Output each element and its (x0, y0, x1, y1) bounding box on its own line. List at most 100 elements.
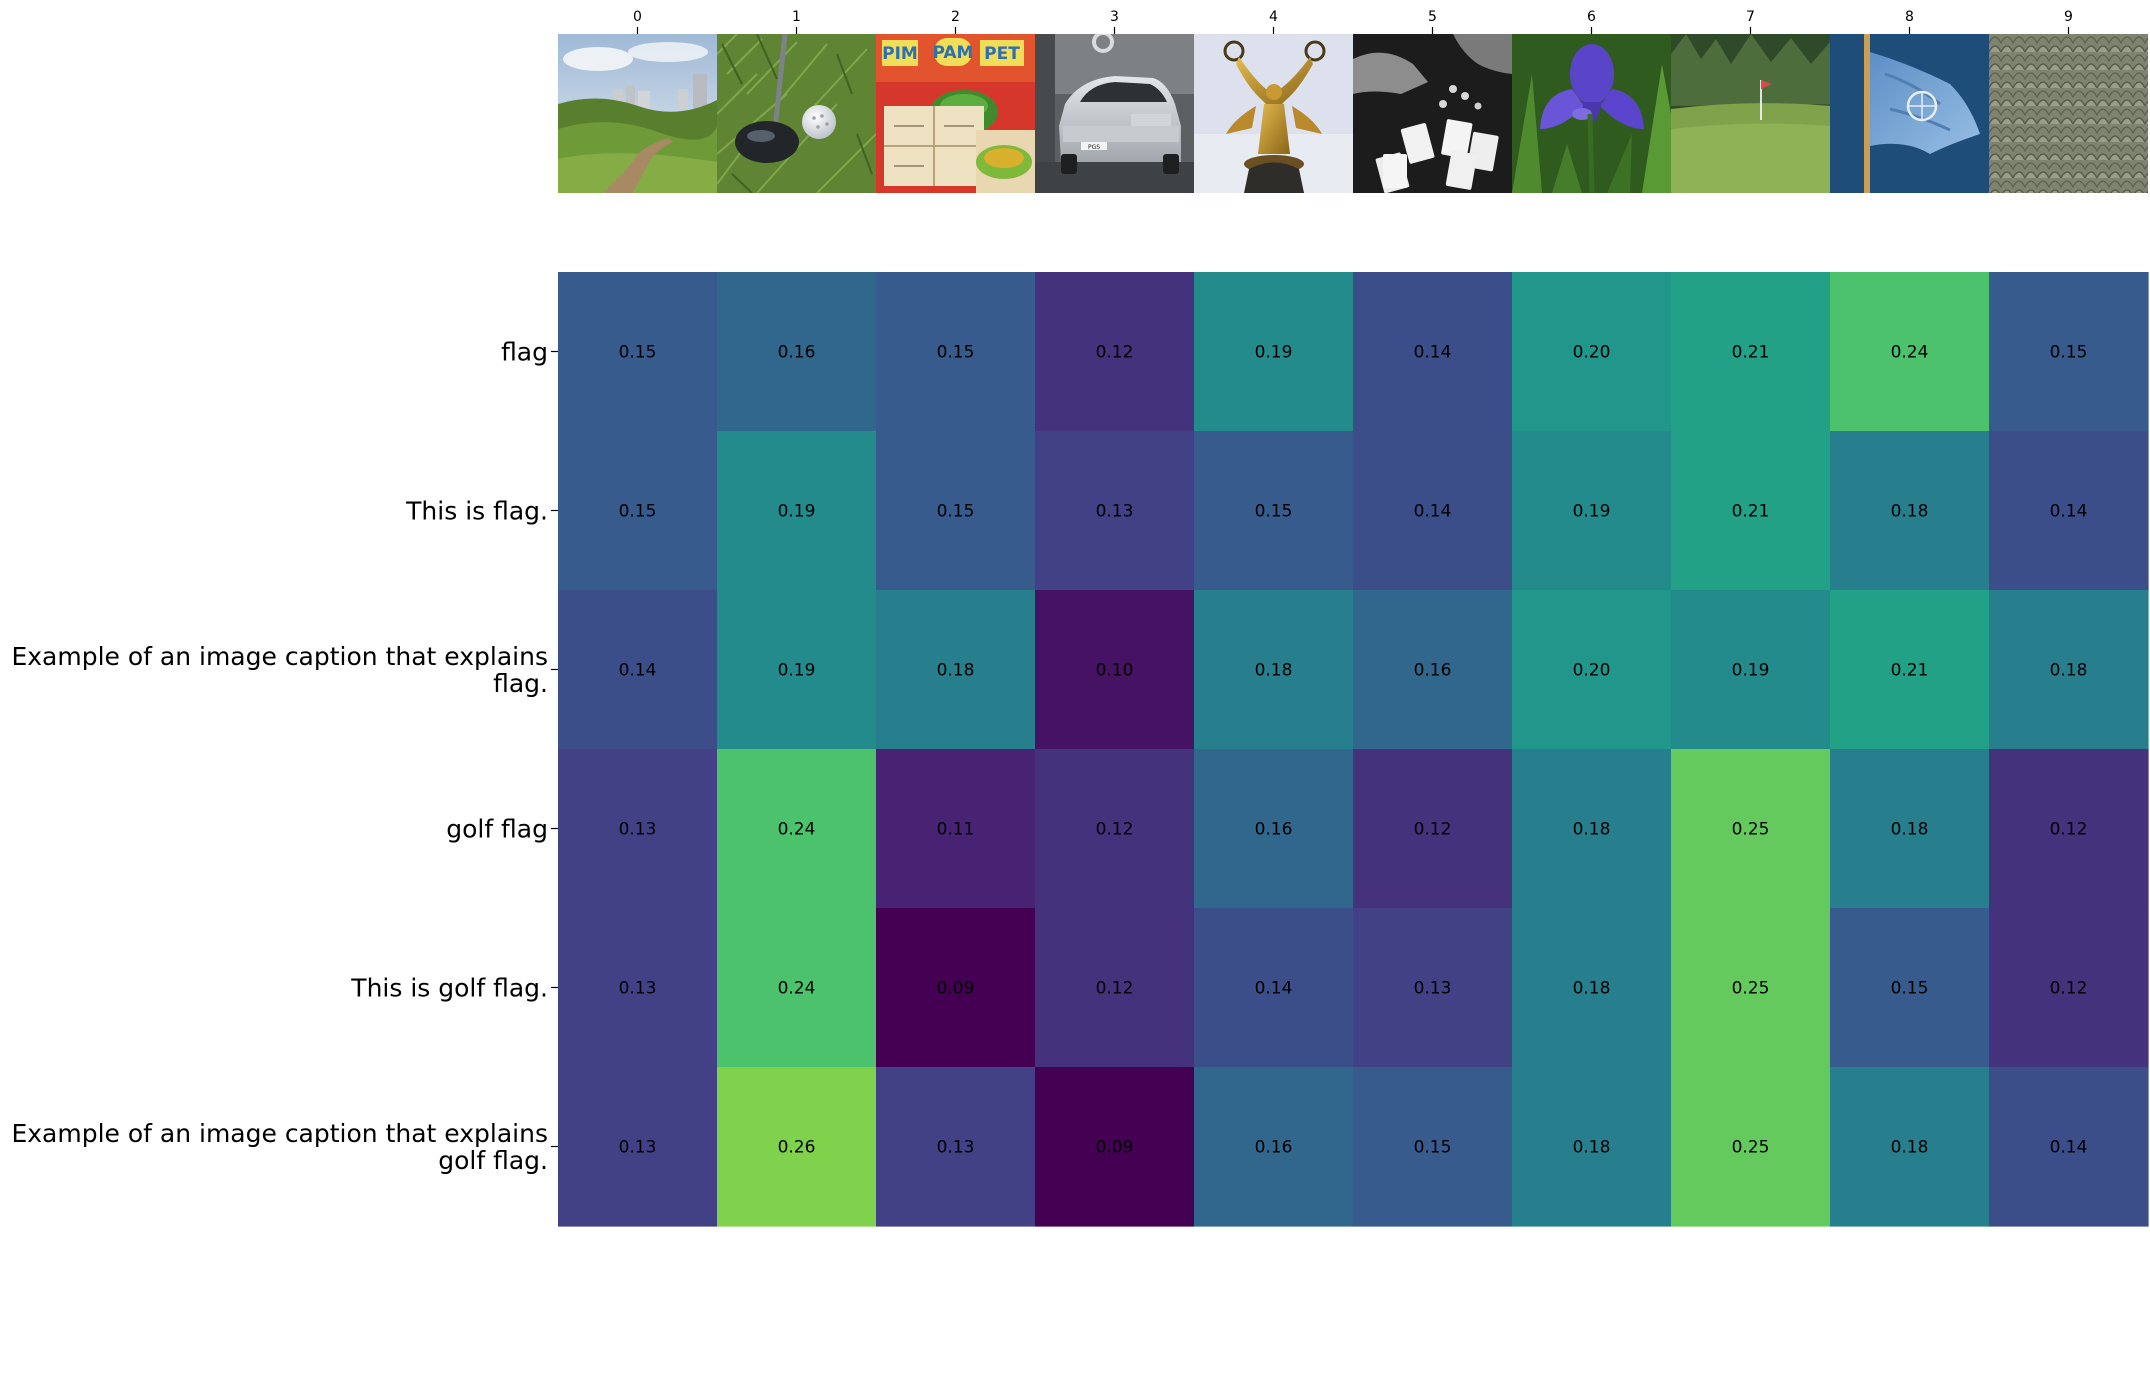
cell-value-label: 0.12 (1096, 343, 1134, 363)
cell-value-label: 0.12 (2050, 979, 2088, 999)
heatmap-cell-r5-c8 (1830, 1067, 1990, 1227)
cell-value-label: 0.25 (1732, 1138, 1770, 1158)
heatmap-cell-r5-c7 (1671, 1067, 1831, 1227)
heatmap-cell-r5-c0 (558, 1067, 718, 1227)
x-axis-ticks: 0 1 2 3 4 5 6 7 8 9 (633, 9, 2073, 34)
x-tick-label: 3 (1110, 9, 1119, 25)
heatmap-cell-r0-c9 (1989, 272, 2149, 432)
heatmap-cell-r0-c0 (558, 272, 718, 432)
heatmap-cell-r2-c9 (1989, 590, 2149, 750)
heatmap-cell-r0-c3 (1035, 272, 1195, 432)
x-tick-label: 8 (1905, 9, 1914, 25)
cell-value-label: 0.12 (1414, 820, 1452, 840)
row-label: flag (501, 338, 548, 367)
heatmap-cell-r0-c2 (876, 272, 1036, 432)
cell-value-label: 0.10 (1096, 661, 1134, 681)
cell-value-label: 0.14 (619, 661, 657, 681)
heatmap-cell-r1-c3 (1035, 431, 1195, 591)
heatmap-cell-r4-c9 (1989, 908, 2149, 1068)
cell-value-label: 0.18 (2050, 661, 2088, 681)
x-tick-label: 9 (2064, 9, 2073, 25)
cell-value-label: 0.13 (619, 820, 657, 840)
cell-value-label: 0.14 (1255, 979, 1293, 999)
cell-value-label: 0.12 (2050, 820, 2088, 840)
heatmap-cell-r1-c4 (1194, 431, 1354, 591)
x-tick-label: 1 (792, 9, 801, 25)
row-label: Example of an image caption that explain… (11, 642, 548, 671)
heatmap-cell-r3-c7 (1671, 749, 1831, 909)
cell-value-label: 0.15 (1255, 502, 1293, 522)
y-axis-labels: flag This is flag. Example of an image cap… (11, 338, 558, 1175)
heatmap-cell-r0-c5 (1353, 272, 1513, 432)
heatmap-cells (558, 272, 2149, 1227)
heatmap-cell-r4-c3 (1035, 908, 1195, 1068)
svg-text:PIM: PIM (882, 44, 918, 64)
cell-value-label: 0.18 (1573, 979, 1611, 999)
row-label: flag. (493, 669, 548, 698)
cell-value-label: 0.19 (778, 661, 816, 681)
cell-value-label: 0.21 (1732, 343, 1770, 363)
thumbnail-image-6 (1512, 34, 1671, 193)
cell-value-label: 0.18 (1255, 661, 1293, 681)
heatmap-cell-r2-c3 (1035, 590, 1195, 750)
cell-value-label: 0.21 (1891, 661, 1929, 681)
cell-value-label: 0.21 (1732, 502, 1770, 522)
cell-value-label: 0.15 (619, 343, 657, 363)
cell-value-label: 0.25 (1732, 979, 1770, 999)
cell-value-label: 0.18 (1891, 1138, 1929, 1158)
heatmap-cell-r1-c9 (1989, 431, 2149, 591)
cell-value-label: 0.25 (1732, 820, 1770, 840)
heatmap-cell-r0-c7 (1671, 272, 1831, 432)
cell-value-label: 0.16 (778, 343, 816, 363)
cell-value-label: 0.18 (1573, 820, 1611, 840)
heatmap-cell-r5-c6 (1512, 1067, 1672, 1227)
cell-value-label: 0.15 (937, 502, 975, 522)
cell-value-label: 0.18 (1891, 820, 1929, 840)
thumbnail-image-7 (1671, 34, 1830, 193)
heatmap-cell-r5-c5 (1353, 1067, 1513, 1227)
cell-value-label: 0.18 (937, 661, 975, 681)
cell-value-label: 0.15 (1891, 979, 1929, 999)
cell-value-label: 0.19 (1732, 661, 1770, 681)
cell-value-label: 0.14 (2050, 1138, 2088, 1158)
row-label: Example of an image caption that explain… (11, 1119, 548, 1148)
row-label: This is flag. (405, 497, 548, 526)
heatmap-cell-r3-c3 (1035, 749, 1195, 909)
cell-value-label: 0.15 (937, 343, 975, 363)
heatmap-cell-r4-c2 (876, 908, 1036, 1068)
cell-value-label: 0.24 (1891, 343, 1929, 363)
x-tick-label: 6 (1587, 9, 1596, 25)
heatmap-cell-r2-c4 (1194, 590, 1354, 750)
heatmap-cell-r3-c4 (1194, 749, 1354, 909)
heatmap-cell-r2-c5 (1353, 590, 1513, 750)
svg-text:PGS: PGS (1088, 144, 1100, 151)
cell-value-label: 0.19 (1573, 502, 1611, 522)
cell-value-label: 0.16 (1255, 1138, 1293, 1158)
thumbnail-image-2: PIM PAM PET (876, 34, 1035, 193)
svg-text:PAM: PAM (933, 43, 974, 63)
heatmap-cell-r1-c5 (1353, 431, 1513, 591)
heatmap-cell-r0-c6 (1512, 272, 1672, 432)
cell-value-label: 0.11 (937, 820, 975, 840)
heatmap-cell-r0-c1 (717, 272, 877, 432)
heatmap-cell-r4-c0 (558, 908, 718, 1068)
heatmap-cell-r2-c6 (1512, 590, 1672, 750)
cell-value-label: 0.16 (1414, 661, 1452, 681)
heatmap-cell-r3-c2 (876, 749, 1036, 909)
cell-value-label: 0.12 (1096, 979, 1134, 999)
row-label: golf flag. (438, 1146, 548, 1175)
heatmap-cell-r5-c4 (1194, 1067, 1354, 1227)
thumbnail-image-4 (1194, 34, 1353, 193)
cell-value-label: 0.13 (619, 979, 657, 999)
heatmap-cell-r2-c7 (1671, 590, 1831, 750)
heatmap-cell-r3-c9 (1989, 749, 2149, 909)
heatmap-cell-r4-c7 (1671, 908, 1831, 1068)
cell-value-label: 0.20 (1573, 343, 1611, 363)
row-label: golf flag (446, 815, 548, 844)
cell-value-label: 0.13 (1096, 502, 1134, 522)
cell-value-label: 0.12 (1096, 820, 1134, 840)
cell-value-label: 0.18 (1573, 1138, 1611, 1158)
thumbnail-image-1 (717, 34, 876, 193)
heatmap-cell-r2-c2 (876, 590, 1036, 750)
